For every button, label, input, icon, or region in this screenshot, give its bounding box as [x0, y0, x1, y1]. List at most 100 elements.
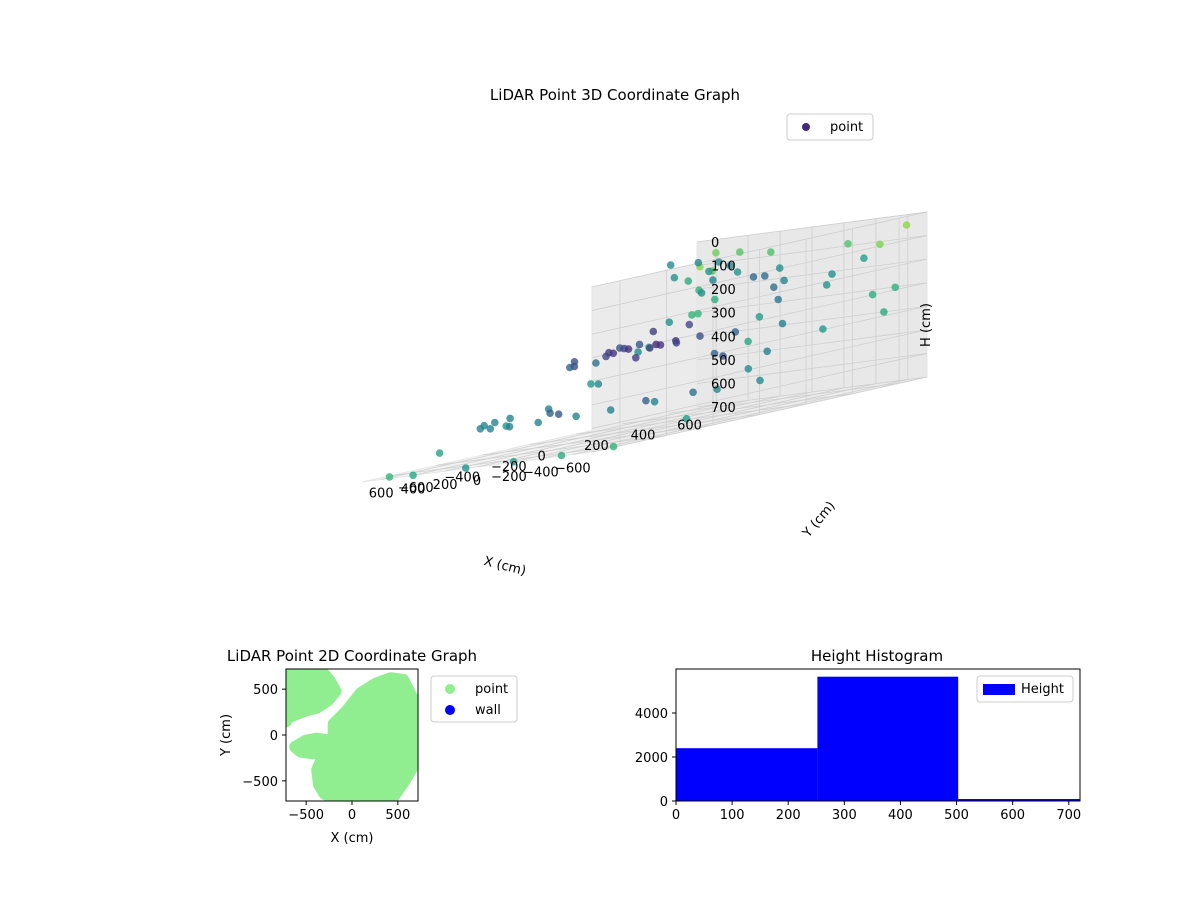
data-point [891, 283, 899, 292]
data-point [780, 276, 788, 285]
data-point [860, 254, 868, 262]
tick-label-y: 600 [677, 418, 702, 433]
data-point [719, 352, 727, 360]
tick-label-y-2d: 500 [253, 683, 278, 698]
data-point [770, 283, 778, 292]
legend-swatch-height [983, 684, 1015, 695]
bar-group [676, 676, 1080, 801]
legend-label-height: Height [1021, 682, 1064, 697]
tick-label-x: 200 [433, 478, 458, 493]
data-point [712, 249, 720, 257]
data-point [744, 365, 753, 373]
gridline-h-back [696, 211, 928, 243]
gridline-h-left [591, 353, 928, 429]
legend-label-point: point [830, 120, 863, 135]
legend-label-wall-2d: wall [475, 703, 501, 718]
gridline-h-back [696, 329, 928, 361]
data-point [755, 313, 764, 321]
data-point [505, 422, 514, 431]
data-point [534, 418, 542, 427]
chart-2d-title: LiDAR Point 2D Coordinate Graph [227, 647, 477, 665]
plot-area-2d [286, 669, 418, 801]
data-point [646, 344, 654, 352]
data-point [689, 388, 697, 397]
data-point [666, 261, 675, 269]
point-cloud-region [286, 669, 342, 728]
gridline-h-back [696, 235, 928, 266]
tick-label-h: 500 [711, 354, 736, 369]
data-point [819, 325, 827, 333]
tick-label-y: −200 [491, 460, 527, 475]
chart-3d-legend: point [786, 113, 874, 141]
data-point [744, 337, 752, 346]
axis-y-label-2d: Y (cm) [219, 714, 234, 757]
histogram-bar [676, 748, 818, 801]
data-point [726, 261, 735, 270]
data-point [509, 458, 518, 466]
gridline-y-floor [669, 382, 900, 414]
data-point [682, 415, 691, 423]
data-point [767, 248, 775, 256]
data-point [684, 277, 693, 285]
data-point [733, 268, 742, 276]
gridline-y-floor [389, 445, 620, 477]
data-point [602, 352, 610, 361]
data-point [694, 258, 703, 267]
tick-label-x-hist: 100 [720, 808, 745, 823]
tick-label-x: 400 [401, 482, 426, 497]
chart-3d-title: LiDAR Point 3D Coordinate Graph [490, 86, 740, 104]
tick-label-x-hist: 700 [1056, 808, 1081, 823]
tick-group-histogram: 0 100 200 300 400 500 600 700 0 2000 4000 [635, 707, 1081, 823]
data-point [713, 385, 721, 394]
gridline-y-floor [436, 434, 667, 466]
data-point [688, 311, 696, 319]
data-point [632, 354, 640, 362]
data-point [828, 270, 836, 278]
legend-marker-point-2d [445, 684, 455, 694]
tick-label-y: −400 [444, 470, 480, 485]
point-cloud-region [289, 732, 335, 760]
gridline-y-floor [575, 403, 807, 435]
data-point [572, 412, 580, 421]
tick-label-y-hist: 4000 [635, 707, 668, 722]
tick-label-x-hist: 300 [832, 808, 857, 823]
legend-label-point-2d: point [475, 682, 508, 697]
tick-label-y: 400 [631, 429, 656, 444]
data-point [609, 349, 618, 358]
gridline-h-back [696, 282, 928, 314]
gridline-h-left [591, 211, 928, 288]
data-point [649, 327, 658, 336]
data-point [822, 281, 831, 289]
legend-marker-wall-2d [445, 705, 455, 715]
data-point [685, 320, 694, 329]
data-point [868, 290, 877, 299]
plot-frame-histogram [675, 668, 1081, 802]
histogram-bar [817, 676, 959, 801]
tick-label-x: 0 [473, 474, 481, 489]
tick-label-x-hist: 0 [672, 808, 680, 823]
data-point [778, 319, 787, 328]
tick-label-y-hist: 0 [660, 795, 668, 810]
tick-label-x-2d: 500 [385, 808, 410, 823]
data-point [594, 380, 603, 388]
tick-label-y: −600 [398, 481, 434, 496]
data-point [902, 221, 911, 229]
data-point [409, 471, 417, 480]
data-point [880, 308, 888, 316]
data-point [587, 380, 595, 388]
tick-label-x: −600 [555, 462, 591, 477]
legend-frame [786, 113, 874, 141]
tick-label-y: 0 [538, 450, 546, 465]
data-point [844, 240, 852, 248]
gridline-h-left [591, 376, 928, 453]
data-point [749, 273, 758, 281]
data-point [775, 264, 784, 272]
data-point [756, 376, 764, 385]
point-cloud-region [311, 672, 418, 801]
chart-2d: LiDAR Point 2D Coordinate Graph −500 0 500… [219, 647, 518, 846]
tick-label-x-hist: 200 [776, 808, 801, 823]
point-group [385, 221, 911, 481]
data-point [731, 328, 740, 336]
